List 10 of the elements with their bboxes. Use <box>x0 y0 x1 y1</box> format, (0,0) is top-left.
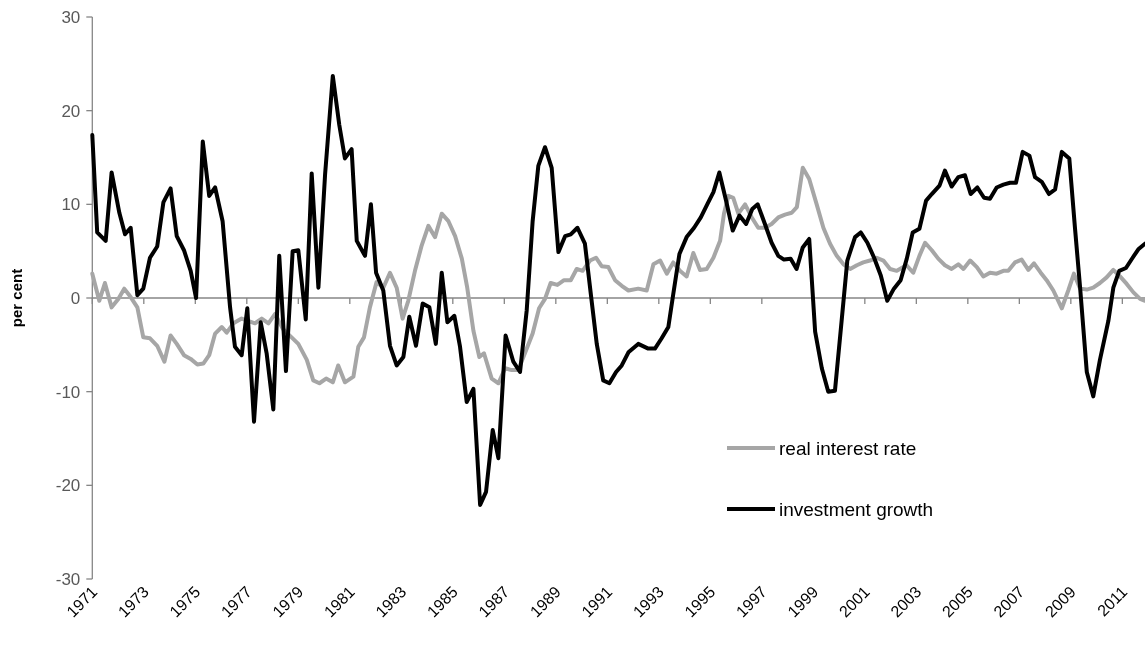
legend-label: real interest rate <box>779 437 917 459</box>
y-tick-label: 0 <box>70 288 81 308</box>
legend-label: investment growth <box>779 498 934 520</box>
y-tick-label: -10 <box>55 382 81 402</box>
y-axis-title: per cent <box>8 268 25 328</box>
y-tick-label: 30 <box>61 7 81 27</box>
y-tick-label: 10 <box>61 195 81 215</box>
y-tick-label: -30 <box>55 569 81 589</box>
y-tick-label: -20 <box>55 476 81 496</box>
y-tick-label: 20 <box>61 101 81 121</box>
